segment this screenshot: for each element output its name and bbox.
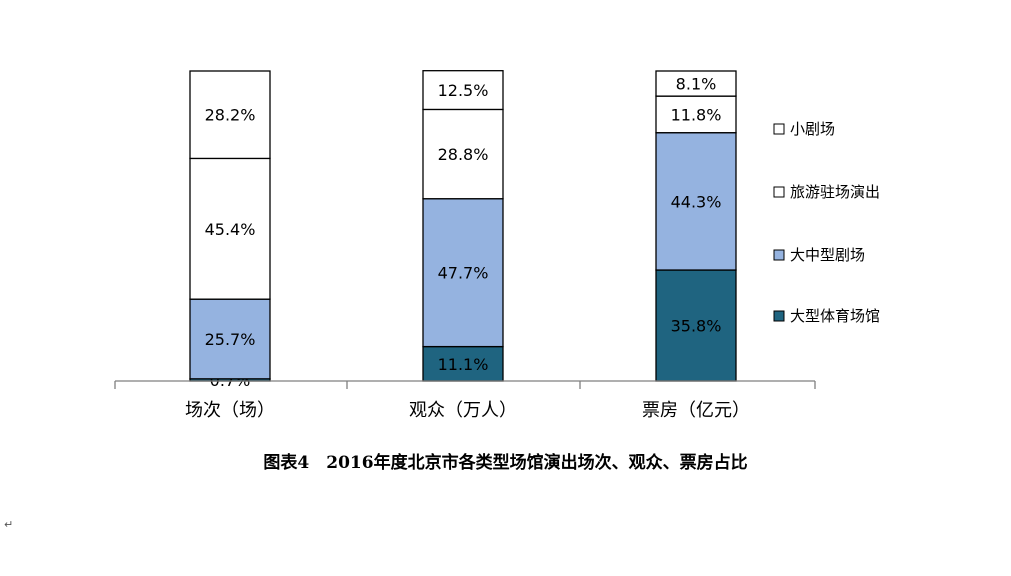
stacked-bar-chart: 0.7%25.7%45.4%28.2%11.1%47.7%28.8%12.5%3…	[114, 70, 880, 421]
data-label: 8.1%	[676, 75, 717, 94]
bar-segment	[422, 70, 504, 111]
figure-caption: 图表4 2016年度北京市各类型场馆演出场次、观众、票房占比	[263, 453, 748, 473]
paragraph-mark: ↵	[4, 518, 14, 531]
data-label: 28.8%	[438, 145, 489, 164]
bar-segment	[189, 70, 271, 160]
data-label: 28.2%	[205, 106, 256, 125]
data-label: 47.7%	[438, 264, 489, 283]
data-label: 35.8%	[671, 317, 722, 336]
data-label: 44.3%	[671, 192, 722, 211]
legend-label: 大型体育场馆	[790, 307, 880, 325]
legend-swatch	[773, 186, 785, 198]
x-tick-label: 票房（亿元）	[642, 400, 750, 421]
legend-swatch	[773, 249, 785, 261]
data-label: 11.1%	[438, 355, 489, 374]
data-label: 45.4%	[205, 220, 256, 239]
bar-segment	[189, 298, 271, 380]
x-tick-label: 观众（万人）	[409, 400, 517, 421]
legend-swatch	[773, 123, 785, 135]
legend-label: 大中型剧场	[790, 246, 865, 264]
bar-segment	[655, 70, 737, 97]
data-label: 11.8%	[671, 105, 722, 124]
legend-swatch	[773, 310, 785, 322]
data-label: 25.7%	[205, 330, 256, 349]
bar-segment	[655, 95, 737, 134]
legend-label: 小剧场	[790, 120, 835, 138]
bar-segment	[189, 157, 271, 300]
x-tick-label: 场次（场）	[185, 400, 275, 421]
data-label: 12.5%	[438, 81, 489, 100]
bar-segment	[655, 132, 737, 271]
legend-label: 旅游驻场演出	[790, 183, 880, 201]
